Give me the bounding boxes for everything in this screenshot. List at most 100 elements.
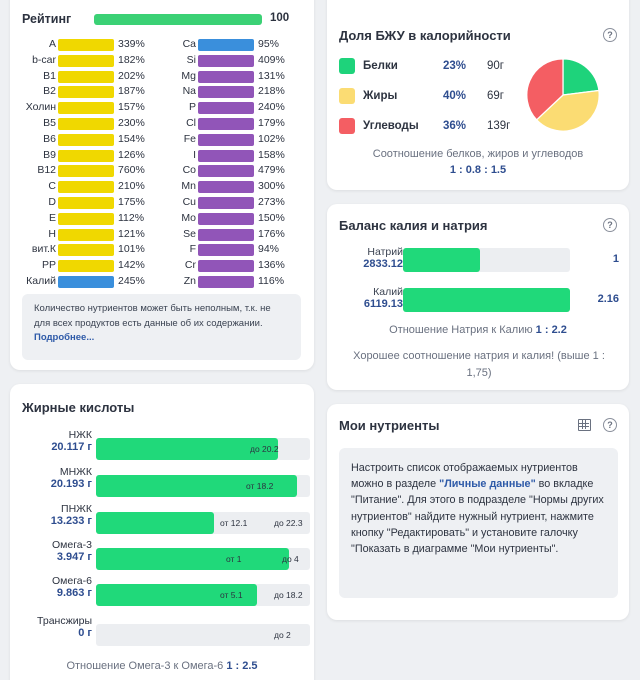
fatty-acid-bar-fill <box>96 512 214 534</box>
fatty-acid-bar: от 12.1 до 22.3 <box>96 512 310 534</box>
nutrient-name: Cr <box>185 259 196 271</box>
nutrient-percent: 187% <box>118 85 145 97</box>
nutrient-percent: 182% <box>118 54 145 66</box>
nutrient-percent: 131% <box>258 70 285 82</box>
nutrient-bar <box>198 102 254 114</box>
kna-ratio-value: 1 : 2.2 <box>536 324 567 336</box>
fatty-acid-name: ПНЖК <box>61 503 92 515</box>
nutrient-row: вит.К 101% <box>10 243 160 257</box>
fatty-acid-bar: от 5.1 до 18.2 <box>96 584 310 606</box>
legend-swatch <box>339 88 355 104</box>
rating-note-text: Количество нутриентов может быть неполны… <box>34 303 271 329</box>
legend-swatch <box>339 58 355 74</box>
nutrient-name: Fe <box>184 133 196 145</box>
mineral-bar-fill <box>403 248 480 272</box>
nutrient-bar <box>198 197 254 209</box>
lower-bound-label: от 12.1 <box>220 518 247 528</box>
nutrient-percent: 176% <box>258 228 285 240</box>
nutrient-bar <box>58 86 114 98</box>
legend-swatch <box>339 118 355 134</box>
nutrient-bar <box>58 118 114 130</box>
nutrient-percent: 179% <box>258 117 285 129</box>
nutrient-percent: 409% <box>258 54 285 66</box>
nutrient-percent: 230% <box>118 117 145 129</box>
mineral-bar-fill <box>403 288 570 312</box>
nutrient-percent: 126% <box>118 149 145 161</box>
nutrient-row: Zn 116% <box>150 275 300 289</box>
fatty-acid-bar-fill <box>96 548 289 570</box>
personal-data-link[interactable]: "Личные данные" <box>439 478 536 490</box>
nutrient-name: Co <box>183 164 196 176</box>
nutrient-row: Cl 179% <box>150 117 300 131</box>
my-nutrients-info: Настроить список отображаемых нутриентов… <box>339 448 618 598</box>
mineral-value: 6119.13 <box>364 298 403 310</box>
bju-grams: 139г <box>487 120 510 132</box>
bju-legend-row: Белки 23% 90г <box>339 58 519 76</box>
nutrient-name: Si <box>187 54 196 66</box>
bju-name: Жиры <box>363 90 397 102</box>
kna-ratio: Отношение Натрия к Калию 1 : 2.2 <box>327 324 629 336</box>
nutrient-bar <box>58 260 114 272</box>
nutrient-name: Mn <box>181 180 196 192</box>
potassium-sodium-card: Баланс калия и натрия ? Натрий 2833.12 1 Ка… <box>327 204 629 390</box>
bju-card: Доля БЖУ в калорийности ? Белки 23% 90г Жир… <box>327 0 629 190</box>
nutrient-name: H <box>48 228 56 240</box>
nutrient-bar <box>198 39 254 51</box>
fatty-acid-row: НЖК 20.117 г до 20.2 <box>22 432 310 462</box>
nutrient-percent: 760% <box>118 164 145 176</box>
my-nutrients-title: Мои нутриенты <box>339 418 439 433</box>
nutrient-row: C 210% <box>10 180 160 194</box>
bju-name: Белки <box>363 60 398 72</box>
upper-bound-label: до 4 <box>282 554 299 564</box>
nutrient-percent: 245% <box>118 275 145 287</box>
nutrient-percent: 175% <box>118 196 145 208</box>
nutrient-row: B1 202% <box>10 70 160 84</box>
nutrient-row: Калий 245% <box>10 275 160 289</box>
nutrient-percent: 136% <box>258 259 285 271</box>
fatty-acid-name: Омега-3 <box>52 539 92 551</box>
help-icon[interactable]: ? <box>603 418 617 432</box>
fatty-acid-row: Трансжиры 0 г до 2 <box>22 618 310 648</box>
rating-note: Количество нутриентов может быть неполны… <box>22 294 301 360</box>
kna-title: Баланс калия и натрия <box>339 218 488 233</box>
nutrient-bar <box>58 55 114 67</box>
nutrient-row: Ca 95% <box>150 38 300 52</box>
fatty-acid-bar: до 2 <box>96 624 310 646</box>
omega-ratio-value: 1 : 2.5 <box>226 660 257 672</box>
lower-bound-label: от 18.2 <box>246 481 273 491</box>
nutrient-name: B12 <box>37 164 56 176</box>
nutrient-bar <box>58 102 114 114</box>
nutrient-bar <box>198 150 254 162</box>
nutrient-name: Cu <box>183 196 196 208</box>
nutrient-bar <box>198 71 254 83</box>
mineral-value: 2833.12 <box>363 258 403 270</box>
table-icon[interactable] <box>578 419 591 431</box>
nutrient-bar <box>58 39 114 51</box>
nutrient-percent: 339% <box>118 38 145 50</box>
more-link[interactable]: Подробнее... <box>34 332 94 343</box>
nutrient-name: Холин <box>26 101 56 113</box>
help-icon[interactable]: ? <box>603 218 617 232</box>
nutrient-row: B5 230% <box>10 117 160 131</box>
nutrient-percent: 116% <box>258 275 284 287</box>
nutrient-name: C <box>48 180 56 192</box>
nutrient-bar <box>198 118 254 130</box>
bju-grams: 69г <box>487 90 504 102</box>
nutrient-bar <box>198 213 254 225</box>
help-icon[interactable]: ? <box>603 28 617 42</box>
nutrient-row: Mn 300% <box>150 180 300 194</box>
fatty-acid-value: 13.233 г <box>51 515 92 527</box>
rating-label: Рейтинг <box>22 12 71 26</box>
nutrient-name: PP <box>42 259 56 271</box>
bju-percent: 23% <box>443 60 466 72</box>
fatty-acid-value: 20.117 г <box>51 441 92 453</box>
kna-row: Натрий 2833.12 1 <box>339 246 621 276</box>
nutrient-percent: 479% <box>258 164 285 176</box>
bju-legend-row: Углеводы 36% 139г <box>339 118 519 136</box>
mineral-bar <box>403 248 570 272</box>
upper-bound-label: до 18.2 <box>274 590 303 600</box>
nutrient-row: P 240% <box>150 101 300 115</box>
bju-title: Доля БЖУ в калорийности <box>339 28 511 43</box>
omega-ratio: Отношение Омега-3 к Омега-6 1 : 2.5 <box>10 660 314 672</box>
nutrient-row: Cu 273% <box>150 196 300 210</box>
